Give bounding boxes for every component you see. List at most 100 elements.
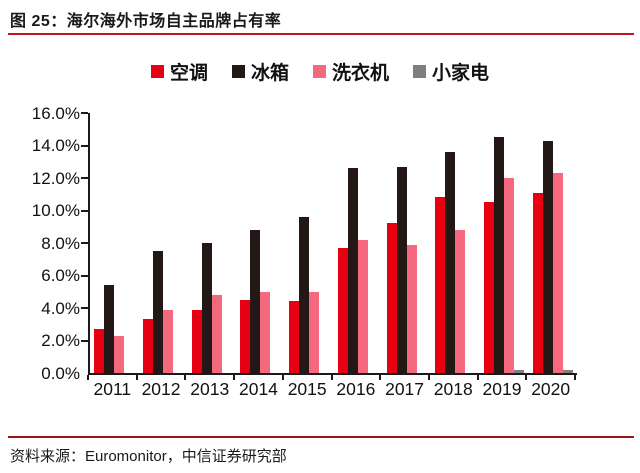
bar-洗衣机-2018: [455, 230, 466, 373]
bar-空调-2016: [337, 248, 348, 373]
bar-空调-2015: [289, 301, 300, 373]
y-tick-mark: [81, 274, 88, 277]
bars-row: [90, 113, 577, 373]
source-text: 资料来源：Euromonitor，中信证券研究部: [10, 448, 287, 465]
bar-冰箱-2020: [542, 141, 553, 373]
bar-group-2013: [187, 113, 236, 373]
y-tick-label: 12.0%: [31, 168, 80, 188]
y-tick-label: 16.0%: [31, 103, 80, 123]
y-tick-label: 4.0%: [41, 298, 80, 318]
legend: 空调 冰箱 洗衣机 小家电: [0, 58, 640, 85]
legend-item-2: 洗衣机: [313, 58, 389, 85]
x-axis-labels: 2011 2012 2013 2014 2015 2016 2017 2018 2019 2020: [88, 379, 575, 400]
legend-label: 洗衣机: [332, 63, 390, 84]
y-tick-mark: [81, 242, 88, 244]
legend-item-3: 小家电: [413, 58, 489, 85]
y-tick-mark: [81, 209, 88, 212]
y-tick-mark: [81, 339, 88, 342]
bar-冰箱-2017: [396, 167, 407, 373]
x-tick-mark: [87, 375, 89, 380]
y-axis-labels: 0.0% 2.0% 4.0% 6.0% 8.0% 10.0% 12.0% 14.0% 16.0%: [0, 0, 80, 473]
x-tick-mark: [427, 375, 430, 380]
legend-label: 空调: [169, 63, 208, 84]
y-tick-label: 8.0%: [41, 233, 80, 253]
bar-空调-2012: [143, 319, 154, 373]
bar-洗衣机-2014: [260, 292, 271, 373]
bar-group-2017: [382, 113, 431, 373]
legend-swatch-icon: [231, 65, 245, 78]
x-tick-mark: [330, 375, 333, 380]
y-tick-mark: [81, 177, 88, 179]
bar-空调-2018: [435, 197, 446, 373]
bar-冰箱-2014: [250, 230, 261, 373]
x-axis-label-2017: 2017: [385, 379, 425, 399]
bar-洗衣机-2013: [211, 295, 222, 373]
bar-冰箱-2018: [445, 152, 456, 373]
legend-item-1: 冰箱: [231, 58, 289, 85]
y-tick-label: 10.0%: [31, 201, 80, 220]
bar-冰箱-2016: [347, 168, 358, 373]
legend-label: 小家电: [432, 63, 490, 84]
bar-空调-2019: [483, 202, 494, 373]
x-axis-label-2013: 2013: [190, 379, 230, 399]
x-tick-mark: [379, 375, 382, 380]
bar-冰箱-2013: [201, 243, 212, 373]
x-axis-label-2012: 2012: [141, 379, 181, 399]
bar-洗衣机-2016: [357, 240, 368, 373]
bar-空调-2017: [386, 223, 397, 373]
x-axis-label-2019: 2019: [482, 379, 522, 399]
x-axis-label-2014: 2014: [238, 379, 278, 399]
y-tick-label: 14.0%: [31, 136, 80, 155]
legend-swatch-icon: [150, 65, 164, 78]
bar-冰箱-2019: [493, 137, 504, 373]
x-tick-mark: [476, 375, 479, 380]
bar-group-2012: [139, 113, 188, 373]
x-tick-mark: [574, 375, 576, 380]
bar-group-2014: [236, 113, 285, 373]
bar-空调-2011: [94, 329, 105, 373]
bar-group-2015: [285, 113, 334, 373]
x-tick-mark: [281, 375, 284, 380]
x-axis-label-2016: 2016: [336, 379, 376, 399]
x-tick-mark: [525, 375, 528, 380]
plot-area: [88, 113, 577, 375]
bar-洗衣机-2019: [503, 178, 514, 373]
bar-洗衣机-2011: [114, 336, 125, 373]
x-tick-mark: [233, 375, 236, 380]
bar-空调-2014: [240, 300, 251, 373]
figure-title: 图 25：海尔海外市场自主品牌占有率: [10, 13, 282, 30]
y-tick-mark: [81, 307, 88, 309]
x-axis-label-2020: 2020: [531, 379, 571, 399]
bar-小家电-2019: [513, 370, 524, 373]
y-tick-mark: [81, 144, 88, 147]
bar-group-2011: [90, 113, 139, 373]
bar-洗衣机-2020: [552, 173, 563, 373]
bar-group-2016: [334, 113, 383, 373]
bar-洗衣机-2015: [309, 292, 320, 373]
bar-group-2020: [528, 113, 577, 373]
legend-swatch-icon: [313, 65, 326, 78]
bar-冰箱-2015: [299, 217, 310, 373]
y-tick-label: 6.0%: [41, 266, 80, 285]
bar-冰箱-2012: [153, 251, 164, 373]
bar-group-2019: [480, 113, 529, 373]
bar-空调-2013: [191, 310, 202, 373]
y-tick-mark: [81, 112, 88, 114]
y-tick-label: 0.0%: [41, 363, 80, 383]
bar-洗衣机-2017: [406, 245, 417, 373]
source-topline: [8, 436, 634, 438]
bar-空调-2020: [532, 193, 543, 373]
x-axis-label-2011: 2011: [93, 379, 132, 399]
bar-洗衣机-2012: [163, 310, 174, 373]
x-tick-mark: [135, 375, 138, 380]
y-tick-label: 2.0%: [41, 331, 80, 350]
bar-group-2018: [431, 113, 480, 373]
title-underline: [8, 33, 634, 35]
bar-小家电-2020: [562, 370, 573, 373]
x-axis-label-2018: 2018: [433, 379, 473, 399]
legend-label: 冰箱: [250, 63, 289, 84]
legend-item-0: 空调: [150, 58, 208, 85]
bar-冰箱-2011: [104, 285, 115, 373]
x-axis-label-2015: 2015: [287, 379, 327, 399]
